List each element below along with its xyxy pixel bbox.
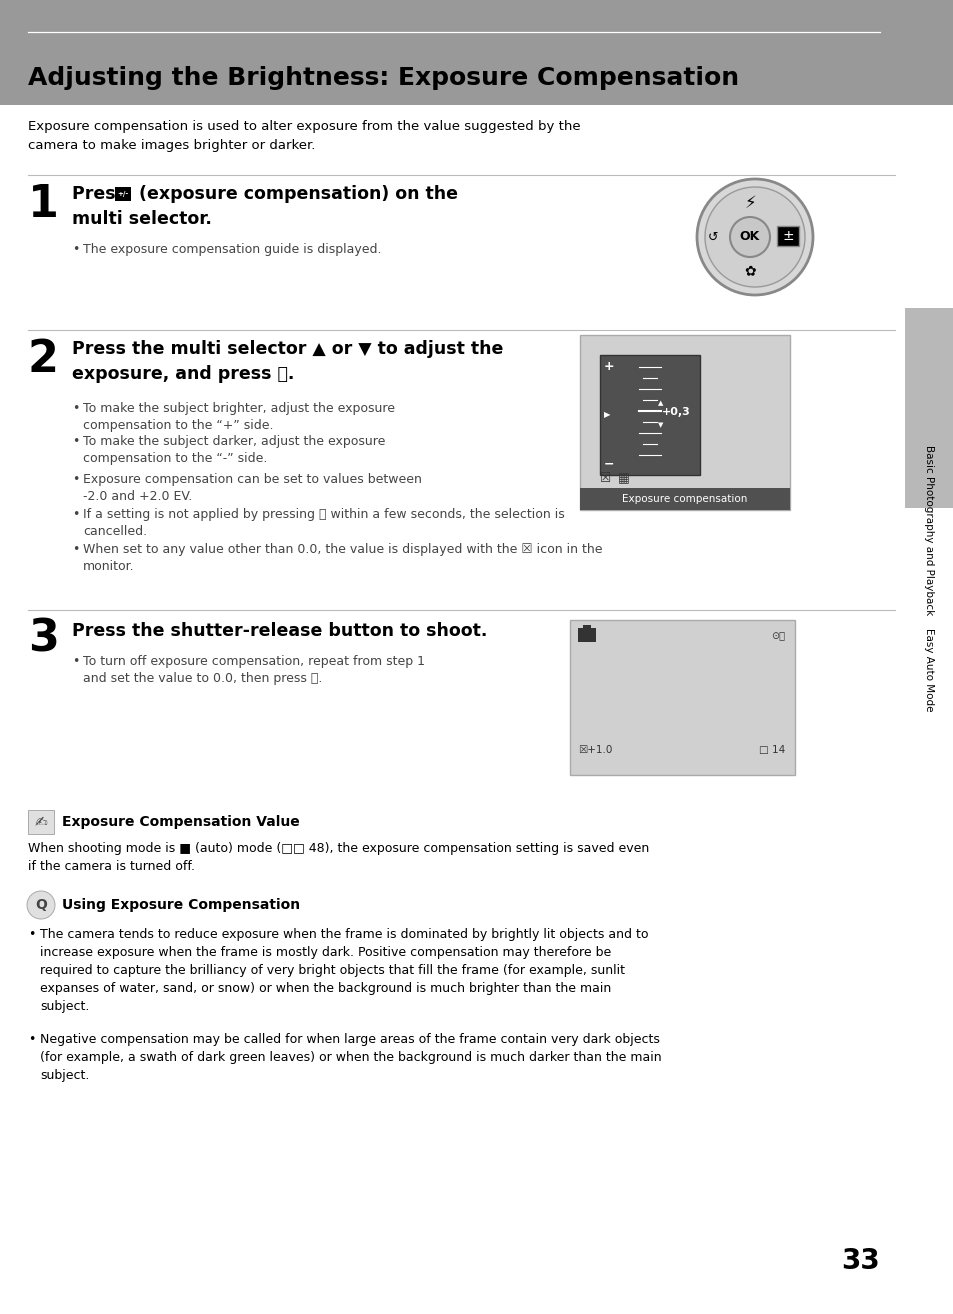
Text: ✿: ✿ — [743, 264, 755, 279]
Bar — [28, 809, 54, 834]
Bar — [599, 355, 700, 474]
Bar — [776, 226, 799, 246]
Text: ↺: ↺ — [707, 230, 718, 243]
Text: −: − — [603, 457, 614, 470]
Text: The camera tends to reduce exposure when the frame is dominated by brightly lit : The camera tends to reduce exposure when… — [40, 928, 648, 1013]
Text: •: • — [71, 473, 79, 486]
Bar — [578, 628, 596, 643]
Text: Exposure compensation is used to alter exposure from the value suggested by the
: Exposure compensation is used to alter e… — [28, 120, 580, 151]
Text: Easy Auto Mode: Easy Auto Mode — [923, 628, 933, 712]
Text: When set to any value other than 0.0, the value is displayed with the ☒ icon in : When set to any value other than 0.0, th… — [83, 543, 602, 573]
Text: □ 14: □ 14 — [758, 745, 784, 756]
Text: If a setting is not applied by pressing ⒪ within a few seconds, the selection is: If a setting is not applied by pressing … — [83, 509, 564, 537]
Text: •: • — [71, 435, 79, 448]
Text: ±: ± — [781, 229, 793, 243]
Text: Adjusting the Brightness: Exposure Compensation: Adjusting the Brightness: Exposure Compe… — [28, 66, 739, 89]
Text: ✍: ✍ — [34, 815, 48, 829]
Circle shape — [729, 217, 769, 258]
Text: To make the subject darker, adjust the exposure
compensation to the “-” side.: To make the subject darker, adjust the e… — [83, 435, 385, 465]
Circle shape — [704, 187, 804, 286]
Text: +/-: +/- — [117, 191, 129, 197]
Text: Press the multi selector ▲ or ▼ to adjust the: Press the multi selector ▲ or ▼ to adjus… — [71, 340, 503, 357]
Text: •: • — [71, 509, 79, 520]
Text: Exposure compensation can be set to values between
-2.0 and +2.0 EV.: Exposure compensation can be set to valu… — [83, 473, 421, 503]
Text: multi selector.: multi selector. — [71, 210, 212, 229]
Text: Negative compensation may be called for when large areas of the frame contain ve: Negative compensation may be called for … — [40, 1033, 661, 1081]
Text: ▲: ▲ — [658, 399, 662, 406]
Text: Exposure Compensation Value: Exposure Compensation Value — [62, 815, 299, 829]
Bar — [569, 620, 794, 775]
Text: When shooting mode is ■ (auto) mode (□□ 48), the exposure compensation setting i: When shooting mode is ■ (auto) mode (□□ … — [28, 842, 649, 872]
Text: ☒+1.0: ☒+1.0 — [578, 745, 612, 756]
Text: •: • — [71, 243, 79, 256]
Circle shape — [697, 179, 812, 296]
Text: ▦: ▦ — [618, 472, 629, 485]
Bar — [0, 0, 953, 105]
Text: •: • — [28, 928, 35, 941]
Bar — [579, 487, 789, 510]
Text: ⚡: ⚡ — [743, 194, 755, 212]
Text: •: • — [71, 402, 79, 415]
Text: exposure, and press ⒪.: exposure, and press ⒪. — [71, 365, 294, 382]
Text: +0,3: +0,3 — [661, 407, 690, 417]
Text: Using Exposure Compensation: Using Exposure Compensation — [62, 897, 300, 912]
Text: •: • — [71, 654, 79, 668]
Text: 1: 1 — [28, 183, 59, 226]
Bar — [904, 307, 953, 509]
Text: 33: 33 — [841, 1247, 879, 1275]
Text: ⊙＋: ⊙＋ — [770, 629, 784, 640]
Text: Exposure compensation: Exposure compensation — [621, 494, 747, 505]
Text: To turn off exposure compensation, repeat from step 1
and set the value to 0.0, : To turn off exposure compensation, repea… — [83, 654, 424, 685]
Text: +: + — [603, 360, 614, 373]
Text: 3: 3 — [28, 618, 59, 661]
Bar — [579, 335, 789, 510]
Text: •: • — [71, 543, 79, 556]
Text: ▶: ▶ — [603, 410, 610, 419]
Text: •: • — [28, 1033, 35, 1046]
Bar — [115, 187, 131, 201]
Text: The exposure compensation guide is displayed.: The exposure compensation guide is displ… — [83, 243, 381, 256]
Text: (exposure compensation) on the: (exposure compensation) on the — [132, 185, 457, 202]
Text: ☒: ☒ — [599, 472, 611, 485]
Text: To make the subject brighter, adjust the exposure
compensation to the “+” side.: To make the subject brighter, adjust the… — [83, 402, 395, 432]
Bar — [582, 625, 590, 629]
Text: 2: 2 — [28, 338, 59, 381]
Text: Q: Q — [35, 897, 47, 912]
Text: OK: OK — [740, 230, 760, 243]
Text: Press the shutter-release button to shoot.: Press the shutter-release button to shoo… — [71, 622, 487, 640]
Text: ▼: ▼ — [658, 422, 662, 428]
Text: Basic Photography and Playback: Basic Photography and Playback — [923, 445, 933, 615]
Text: Press: Press — [71, 185, 132, 202]
Circle shape — [27, 891, 55, 918]
